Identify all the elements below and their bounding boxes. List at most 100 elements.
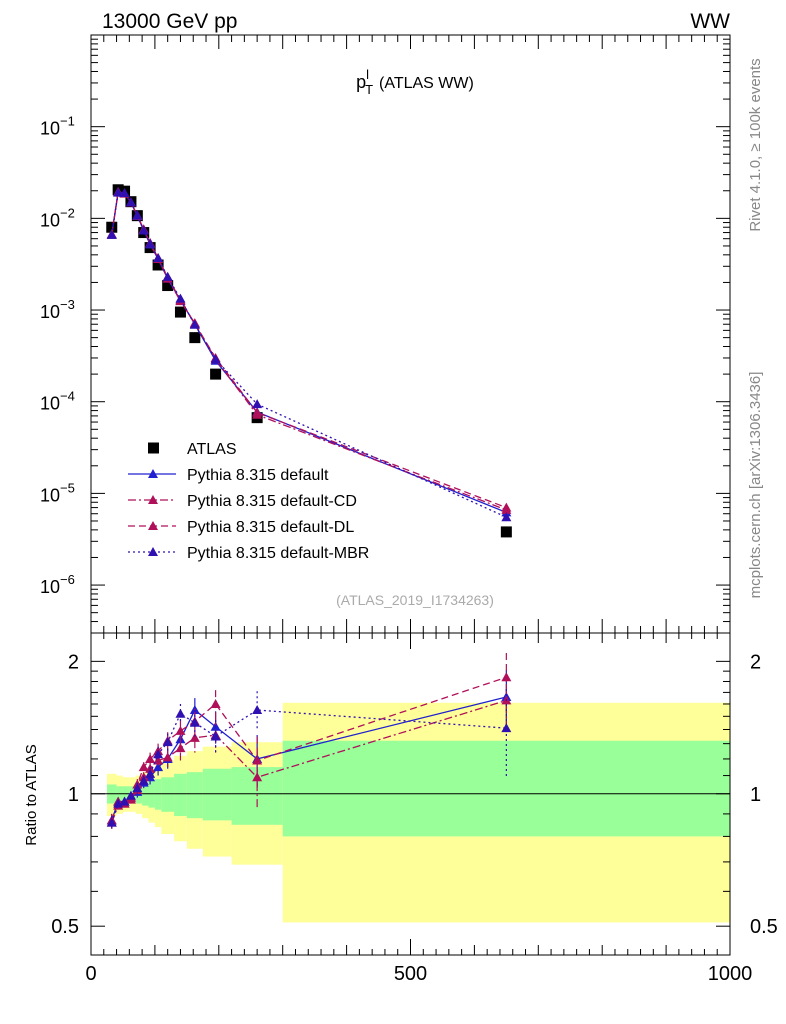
ratio-y-tick-label-left: 2 [68, 651, 79, 673]
ratio-series-point-1 [189, 732, 200, 742]
ratio-series-point-2 [210, 698, 221, 708]
atlas-data-point [106, 221, 118, 233]
ratio-series-point-1 [162, 752, 173, 762]
mc-series-line-3 [111, 191, 507, 509]
plot-title-main: p [356, 72, 366, 92]
ratio-band-green [161, 777, 175, 812]
mc-series-point-4 [138, 225, 149, 235]
ratio-x-tick-label: 0 [85, 963, 96, 985]
ratio-series-point-1 [175, 743, 186, 753]
ratio-y-tick-label-right: 0.5 [750, 916, 778, 938]
mc-series-point-4 [125, 197, 136, 207]
main-plot-layer [106, 184, 512, 538]
ratio-series-point-2 [252, 755, 263, 765]
mc-series-point-4 [162, 271, 173, 281]
ratio-y-tick-label-right: 1 [750, 784, 761, 806]
main-y-tick-label: 10−3 [40, 297, 75, 322]
ratio-x-tick-label: 1000 [708, 963, 753, 985]
main-y-tick-label-exponent: −1 [60, 114, 75, 129]
plot-title-rest: (ATLAS WW) [379, 75, 474, 92]
ratio-series-point-2 [175, 725, 186, 735]
mc-series-point-4 [119, 188, 130, 198]
main-y-tick-label-base: 10 [40, 119, 60, 139]
legend-label: Pythia 8.315 default-DL [187, 519, 354, 536]
mc-series-point-3 [252, 407, 263, 417]
main-y-tick-label: 10−1 [40, 114, 75, 139]
ratio-series-point-3 [175, 708, 186, 718]
main-y-tick-label-base: 10 [40, 394, 60, 414]
mc-series-point-4 [153, 252, 164, 262]
plot-title-sub: T [365, 82, 373, 97]
main-y-tick-label-exponent: −5 [60, 480, 75, 495]
legend-label: ATLAS [187, 441, 237, 458]
ratio-series-point-1 [153, 755, 164, 765]
mc-series-point-4 [501, 512, 512, 522]
ratio-series-line-3 [111, 709, 507, 823]
ratio-series-point-3 [125, 790, 136, 800]
ratio-band-green [186, 772, 203, 819]
legend-marker [148, 442, 159, 454]
mc-series-point-4 [113, 187, 124, 197]
plot-title-sup: l [366, 67, 369, 82]
ratio-series-point-3 [210, 731, 221, 741]
atlas-data-point [174, 306, 186, 318]
main-panel: 10−610−510−410−310−210−1 pl T (ATLAS WW) (… [40, 34, 731, 634]
energy-label: 13000 GeV pp [102, 10, 237, 33]
ratio-series-point-3 [132, 783, 143, 793]
atlas-data-point [189, 332, 201, 344]
main-y-tick-label-exponent: −2 [60, 205, 75, 220]
mc-series-point-4 [145, 238, 156, 248]
ratio-series-point-3 [189, 717, 200, 727]
mc-series-point-4 [106, 229, 117, 239]
atlas-data-point [162, 280, 174, 292]
atlas-data-point [500, 526, 512, 538]
analysis-watermark: (ATLAS_2019_I1734263) [336, 592, 494, 608]
legend-marker [148, 469, 158, 478]
legend-label: Pythia 8.315 default-CD [187, 493, 357, 510]
ratio-series-point-1 [252, 772, 263, 782]
ratio-series-point-3 [138, 775, 149, 785]
legend-label: Pythia 8.315 default-MBR [187, 545, 369, 562]
legend-marker [148, 547, 158, 556]
mc-series-point-3 [501, 502, 512, 512]
ratio-series-point-3 [119, 796, 130, 806]
legend-label: Pythia 8.315 default [187, 467, 329, 484]
ratio-band-green [174, 773, 187, 817]
main-ticks: 10−610−510−410−310−210−1 [40, 34, 731, 634]
ratio-series-point-3 [106, 817, 117, 827]
mcplots-label: mcplots.cern.ch [arXiv:1306.3436] [747, 372, 764, 599]
ratio-series-point-3 [153, 749, 164, 759]
ratio-ticks: 0.5 0.5 1 1 2 2 0 500 1000 [51, 633, 778, 985]
ratio-series-point-2 [501, 672, 512, 682]
legend: ATLAS Pythia 8.315 default Pythia 8.315 de… [128, 441, 369, 562]
ratio-x-tick-label: 500 [394, 963, 427, 985]
atlas-data-point [210, 368, 222, 380]
main-y-tick-label-base: 10 [40, 302, 60, 322]
mc-series-point-4 [252, 399, 263, 409]
main-y-tick-label: 10−5 [40, 480, 75, 505]
ratio-series-point-3 [501, 723, 512, 733]
legend-marker [148, 495, 158, 504]
ratio-panel: 0.5 0.5 1 1 2 2 0 500 1000 Ratio to ATLAS [23, 632, 778, 985]
main-y-tick-label-exponent: −4 [60, 389, 75, 404]
ratio-series-point-2 [138, 762, 149, 772]
ratio-series-point-0 [153, 762, 164, 772]
mc-series-point-4 [132, 210, 143, 220]
main-y-tick-label-base: 10 [40, 577, 60, 597]
ratio-series-point-2 [145, 753, 156, 763]
atlas-data-point [152, 259, 164, 271]
rivet-version-label: Rivet 4.1.0, ≥ 100k events [747, 58, 764, 231]
ratio-series-point-3 [252, 705, 263, 715]
legend-marker [148, 521, 158, 530]
main-y-tick-label: 10−6 [40, 572, 75, 597]
main-y-tick-label-exponent: −3 [60, 297, 75, 312]
main-y-tick-label-exponent: −6 [60, 572, 75, 587]
ratio-y-tick-label-right: 2 [750, 651, 761, 673]
main-y-tick-label-base: 10 [40, 485, 60, 505]
ratio-series-point-3 [145, 768, 156, 778]
process-label: WW [690, 10, 730, 33]
ratio-series-point-3 [162, 737, 173, 747]
main-y-tick-label: 10−2 [40, 205, 75, 230]
main-y-tick-label: 10−4 [40, 389, 75, 414]
